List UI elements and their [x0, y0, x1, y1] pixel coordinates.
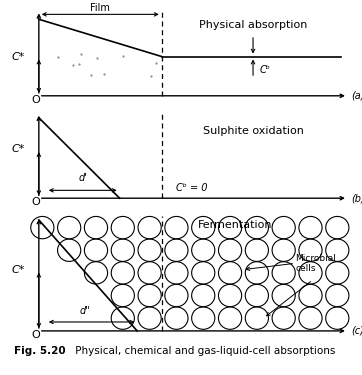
Text: O: O — [31, 197, 40, 207]
Text: d": d" — [79, 306, 90, 316]
Text: O: O — [31, 330, 40, 340]
Text: Sulphite oxidation: Sulphite oxidation — [203, 126, 303, 136]
Text: (c): (c) — [352, 326, 362, 336]
Text: Fermentation: Fermentation — [198, 220, 273, 230]
Text: Film: Film — [90, 3, 110, 13]
Text: Physical absorption: Physical absorption — [199, 20, 307, 30]
Text: Physical, chemical and gas-liquid-cell absorptions: Physical, chemical and gas-liquid-cell a… — [72, 346, 336, 356]
Text: Cᵇ: Cᵇ — [260, 65, 271, 75]
Text: O: O — [31, 95, 40, 105]
Text: C*: C* — [11, 144, 25, 154]
Text: C*: C* — [11, 51, 25, 62]
Text: C*: C* — [11, 265, 25, 275]
Text: d': d' — [78, 174, 87, 183]
Text: Fig. 5.20: Fig. 5.20 — [14, 346, 66, 356]
Text: Cᵇ = 0: Cᵇ = 0 — [176, 183, 207, 194]
Text: (a): (a) — [352, 91, 362, 101]
Text: Microbial
cells: Microbial cells — [295, 254, 336, 273]
Text: (b): (b) — [352, 193, 362, 203]
